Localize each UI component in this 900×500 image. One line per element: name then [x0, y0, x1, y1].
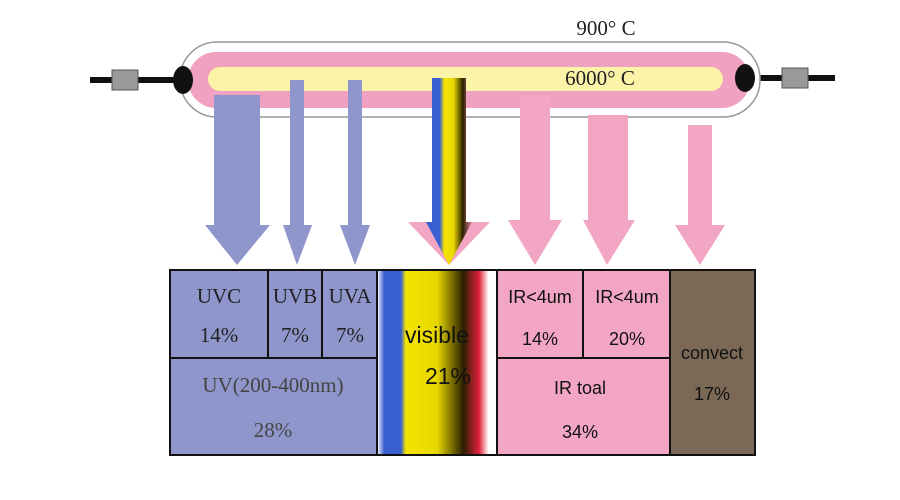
- label: UVA: [329, 284, 373, 308]
- label: UV(200-400nm): [202, 373, 343, 397]
- uvb-box: [267, 269, 323, 359]
- ir1-box: [496, 269, 584, 359]
- uva-box: [321, 269, 378, 359]
- label: visible: [405, 322, 469, 348]
- value: 17%: [694, 384, 730, 404]
- ir2-box: [582, 269, 671, 359]
- convect-box: [669, 269, 756, 456]
- value: 34%: [562, 422, 598, 442]
- label: IR<4um: [508, 287, 572, 307]
- outer-temp: 900° C: [576, 16, 635, 40]
- label: IR toal: [554, 378, 606, 398]
- visible-box: [376, 269, 498, 456]
- value: 21%: [425, 363, 471, 389]
- uv-box: [169, 357, 378, 456]
- value: 7%: [281, 323, 309, 347]
- inner-temp: 6000° C: [565, 66, 635, 90]
- label: UVC: [197, 284, 241, 308]
- label: UVB: [273, 284, 317, 308]
- value: 28%: [254, 418, 293, 442]
- uvc-box: [169, 269, 269, 359]
- arrows: [205, 78, 725, 265]
- value: 14%: [522, 329, 558, 349]
- value: 7%: [336, 323, 364, 347]
- ir-box: [496, 357, 671, 456]
- value: 20%: [609, 329, 645, 349]
- value: 14%: [200, 323, 239, 347]
- label: convect: [681, 343, 743, 363]
- label: IR<4um: [595, 287, 659, 307]
